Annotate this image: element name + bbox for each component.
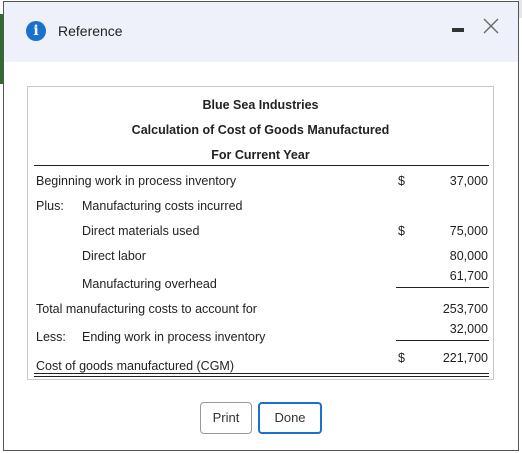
row-value-ending-wip: 32,000 bbox=[449, 322, 488, 336]
row-value-direct-labor: 80,000 bbox=[449, 249, 488, 263]
statement-title: Calculation of Cost of Goods Manufacture… bbox=[131, 123, 390, 137]
row-label-direct-materials: Direct materials used bbox=[82, 224, 200, 238]
value-column: 37,000 75,000 80,000 61,700 253,700 32,0… bbox=[442, 87, 488, 379]
company-name: Blue Sea Industries bbox=[202, 98, 319, 112]
row-value-cgm: 221,700 bbox=[442, 351, 488, 365]
reference-dialog: i Reference Blue Sea Industries Calculat… bbox=[3, 1, 519, 451]
background-window-edge-right bbox=[518, 0, 522, 18]
row-dollar-beginning-wip: $ bbox=[398, 174, 405, 188]
total-rule-1 bbox=[34, 373, 489, 374]
close-icon[interactable] bbox=[481, 16, 501, 36]
background-window-edge bbox=[0, 14, 3, 84]
row-label-total-mfg: Total manufacturing costs to account for bbox=[36, 302, 257, 316]
print-button[interactable]: Print bbox=[200, 402, 252, 434]
statement-period: For Current Year bbox=[211, 148, 310, 162]
row-value-beginning-wip: 37,000 bbox=[449, 174, 488, 188]
less-rule bbox=[396, 340, 489, 341]
total-rule-2 bbox=[34, 376, 489, 377]
header-rule bbox=[34, 165, 489, 166]
row-prefix-plus: Plus: bbox=[36, 199, 64, 213]
row-dollar-cgm: $ bbox=[398, 351, 405, 365]
row-value-direct-materials: 75,000 bbox=[449, 224, 488, 238]
row-label-cgm: Cost of goods manufactured (CGM) bbox=[36, 359, 234, 373]
row-label-beginning-wip: Beginning work in process inventory bbox=[36, 174, 237, 188]
row-prefix-less: Less: bbox=[36, 330, 66, 344]
row-label-ending-wip: Ending work in process inventory bbox=[82, 330, 266, 344]
info-icon: i bbox=[26, 21, 46, 41]
row-value-overhead: 61,700 bbox=[449, 269, 488, 283]
done-button[interactable]: Done bbox=[258, 402, 322, 434]
dialog-title: Reference bbox=[58, 23, 123, 39]
report-panel: Blue Sea Industries Calculation of Cost … bbox=[27, 86, 494, 380]
row-dollar-direct-materials: $ bbox=[398, 224, 405, 238]
row-label-mfg-costs: Manufacturing costs incurred bbox=[82, 199, 243, 213]
row-label-direct-labor: Direct labor bbox=[82, 249, 146, 263]
minimize-icon[interactable] bbox=[452, 28, 464, 32]
subtotal-rule bbox=[396, 287, 489, 288]
dialog-titlebar: i Reference bbox=[4, 2, 518, 62]
row-value-total-mfg: 253,700 bbox=[442, 302, 488, 316]
row-label-overhead: Manufacturing overhead bbox=[82, 277, 217, 291]
